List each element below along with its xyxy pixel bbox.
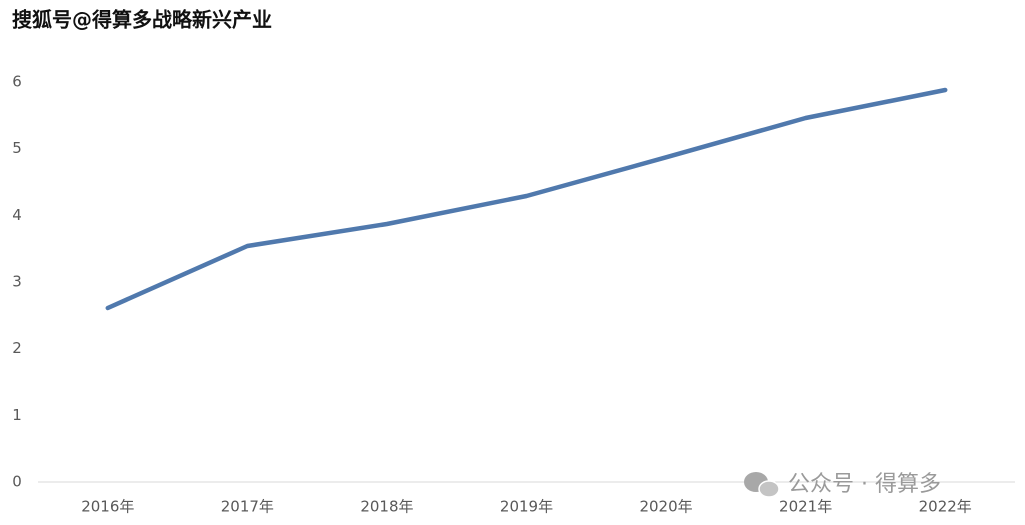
x-tick-label: 2019年: [500, 498, 553, 516]
watermark-footer: 公众号 · 得算多: [788, 472, 941, 497]
x-tick-label: 2020年: [639, 498, 692, 516]
wechat-icon: [744, 472, 780, 498]
y-tick-label: 6: [12, 73, 22, 91]
x-tick-label: 2018年: [360, 498, 413, 516]
y-tick-label: 4: [12, 206, 22, 224]
y-tick-label: 0: [12, 473, 22, 491]
watermark-title: 搜狐号@得算多战略新兴产业: [12, 8, 272, 32]
x-tick-label: 2021年: [779, 498, 832, 516]
x-tick-label: 2016年: [81, 498, 134, 516]
y-tick-label: 5: [12, 139, 22, 157]
x-tick-label: 2017年: [221, 498, 274, 516]
y-tick-label: 3: [12, 273, 22, 291]
y-tick-label: 2: [12, 339, 22, 357]
series-line: [105, 87, 948, 311]
y-tick-label: 1: [12, 406, 22, 424]
x-tick-label: 2022年: [919, 498, 972, 516]
